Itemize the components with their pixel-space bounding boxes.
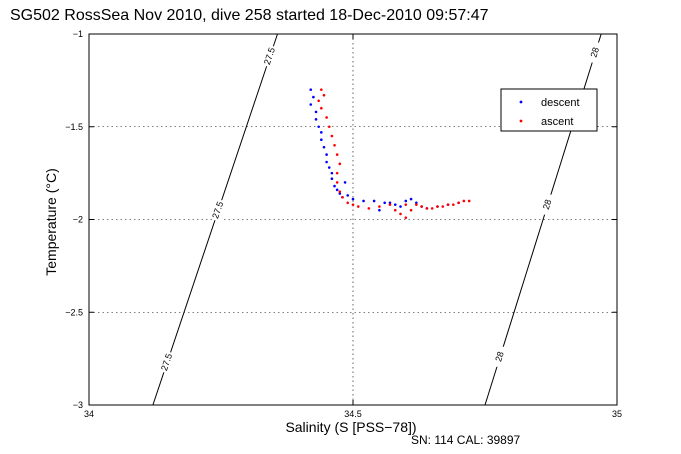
descent-point — [409, 197, 413, 201]
ascent-point — [335, 171, 339, 175]
ascent-point — [430, 207, 434, 210]
ascent-point — [338, 162, 342, 166]
ascent-point — [327, 125, 331, 129]
isopycnal-label-bg — [590, 42, 601, 63]
x-tick-label: 34.5 — [344, 409, 362, 419]
ascent-point — [420, 205, 423, 208]
ascent-point — [320, 88, 323, 91]
descent-point — [372, 199, 376, 203]
legend-descent-marker — [519, 100, 523, 104]
ascent-point — [404, 203, 408, 206]
descent-point — [320, 131, 323, 134]
ascent-point — [367, 207, 371, 210]
descent-point — [378, 208, 381, 212]
ascent-point — [356, 205, 360, 208]
descent-point — [330, 171, 334, 175]
descent-point — [317, 125, 320, 129]
ascent-point — [404, 216, 408, 219]
x-tick-label: 35 — [612, 409, 622, 419]
ascent-point — [462, 199, 466, 203]
y-tick-group: −3 −2.5 −2 −1.5 −1 — [65, 29, 617, 410]
descent-point — [322, 145, 326, 149]
ascent-point — [452, 203, 455, 206]
descent-point — [314, 118, 318, 121]
ascent-point — [436, 205, 439, 208]
descent-point — [309, 103, 313, 106]
ascent-point — [415, 203, 418, 206]
descent-point — [346, 194, 350, 197]
descent-point — [309, 88, 313, 91]
legend-descent-label: descent — [541, 97, 580, 109]
legend-ascent-marker — [519, 119, 523, 123]
x-tick-group: 34 34.5 35 — [84, 34, 622, 419]
descent-point — [338, 192, 342, 195]
ascent-point — [320, 106, 323, 110]
descent-point — [399, 205, 402, 208]
ascent-point — [341, 195, 344, 199]
isopycnal-label-bg — [542, 194, 553, 215]
ascent-point — [317, 99, 320, 103]
ascent-point — [335, 153, 339, 156]
isopycnal-label: 28 — [541, 198, 554, 211]
descent-point — [335, 188, 339, 192]
descent-point — [314, 110, 318, 114]
descent-point — [343, 181, 347, 184]
x-axis-label: Salinity (S [PSS−78]) — [285, 419, 416, 435]
ascent-point — [467, 199, 471, 203]
ascent-point — [393, 208, 397, 212]
descent-point — [383, 201, 386, 205]
legend: descent ascent — [500, 88, 598, 132]
ascent-point — [333, 144, 336, 147]
descent-point — [325, 160, 328, 164]
y-tick-label: −1.5 — [65, 122, 83, 132]
y-tick-label: −2 — [73, 215, 83, 225]
ascent-point — [330, 134, 334, 138]
ascent-point — [351, 203, 355, 206]
isopycnal-label-bg — [265, 46, 276, 67]
descent-point — [320, 138, 323, 142]
ascent-point — [322, 93, 326, 97]
ascent-point — [441, 205, 445, 208]
ascent-point — [325, 116, 328, 119]
ascent-point — [399, 212, 402, 216]
ascent-point — [335, 181, 339, 184]
descent-point — [362, 199, 365, 203]
descent-point — [327, 166, 331, 169]
chart-title: SG502 RossSea Nov 2010, dive 258 started… — [10, 7, 489, 24]
isopycnal-label-bg — [495, 346, 506, 367]
ascent-point — [409, 208, 413, 212]
isopycnal-label-bg — [213, 200, 224, 221]
y-axis-label: Temperature (°C) — [43, 168, 59, 276]
ascent-point — [446, 203, 450, 206]
descent-point — [325, 153, 328, 156]
ascent-point — [346, 201, 350, 205]
descent-point — [312, 95, 315, 99]
grid-group — [89, 34, 617, 405]
y-tick-label: −3 — [73, 400, 83, 410]
isopycnal-label: 28 — [493, 350, 506, 363]
descent-point — [351, 197, 355, 201]
y-tick-label: −1 — [73, 29, 83, 39]
descent-point — [333, 184, 336, 188]
isopycnal-label: 28 — [588, 46, 601, 59]
legend-box — [500, 88, 598, 132]
y-tick-label: −2.5 — [65, 307, 83, 317]
x-tick-label: 34 — [84, 409, 94, 419]
isopycnal-label-bg — [162, 352, 173, 373]
descent-point — [393, 203, 397, 206]
legend-ascent-label: ascent — [541, 116, 573, 128]
ascent-point — [378, 205, 381, 208]
ascent-point — [338, 190, 342, 193]
descent-point — [415, 201, 418, 205]
ascent-point — [457, 201, 460, 205]
ascent-point — [425, 207, 429, 210]
descent-point — [388, 201, 392, 205]
serial-calibration-text: SN: 114 CAL: 39897 — [411, 433, 521, 447]
ascent-point — [388, 203, 392, 206]
descent-point — [404, 199, 408, 203]
data-points-group — [309, 88, 471, 219]
descent-point — [330, 177, 334, 180]
